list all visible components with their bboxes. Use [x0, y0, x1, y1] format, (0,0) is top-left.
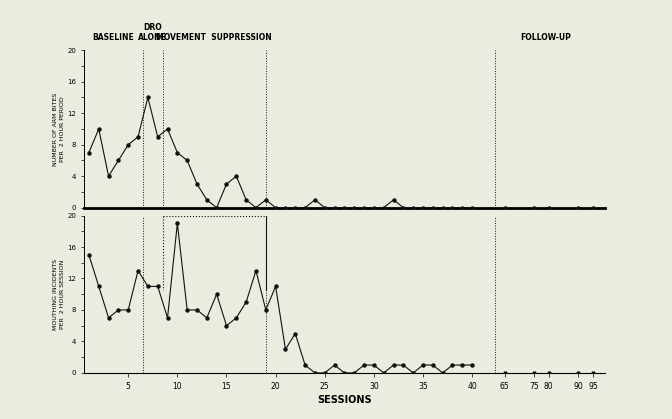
Text: MOVEMENT  SUPPRESSION: MOVEMENT SUPPRESSION — [156, 34, 271, 42]
Text: FOLLOW-UP: FOLLOW-UP — [520, 34, 571, 42]
Text: BASELINE: BASELINE — [93, 34, 134, 42]
Y-axis label: MOUTHING INCIDENTS
PER  2 HOUR SESSION: MOUTHING INCIDENTS PER 2 HOUR SESSION — [53, 259, 65, 330]
Text: DRO
ALONE: DRO ALONE — [138, 23, 167, 42]
Y-axis label: NUMBER OF ARM BITES
PER  2 HOUR PERIOD: NUMBER OF ARM BITES PER 2 HOUR PERIOD — [53, 92, 65, 166]
X-axis label: SESSIONS: SESSIONS — [317, 395, 372, 405]
